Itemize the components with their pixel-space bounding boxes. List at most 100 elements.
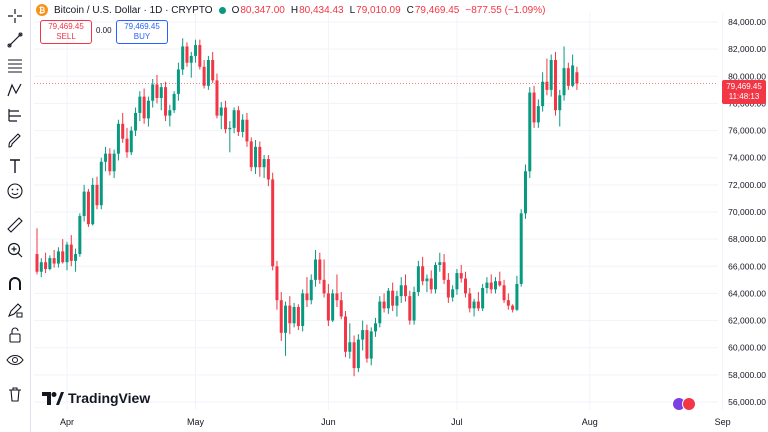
candle	[468, 288, 472, 313]
candle	[391, 282, 395, 312]
logo-text: TradingView	[68, 390, 151, 406]
lock-icon[interactable]	[3, 323, 27, 347]
candle-body	[455, 273, 459, 290]
close-label: C	[406, 4, 414, 16]
candle	[493, 277, 497, 294]
candle-body	[528, 92, 532, 172]
candle	[262, 155, 266, 179]
candle-body	[416, 266, 420, 293]
candle	[309, 274, 313, 305]
candle-body	[472, 301, 476, 309]
candle	[481, 283, 485, 312]
candle	[511, 304, 515, 313]
candle	[176, 62, 180, 101]
candle	[279, 292, 283, 341]
candle-body	[99, 161, 103, 206]
candle	[485, 277, 489, 294]
text-icon[interactable]	[3, 154, 27, 178]
candle-body	[159, 87, 163, 98]
candle	[489, 274, 493, 294]
candle-body	[266, 159, 270, 180]
crosshair-icon[interactable]	[3, 4, 27, 28]
emoji-icon[interactable]	[3, 179, 27, 203]
candle	[254, 140, 258, 174]
candle-body	[172, 93, 176, 111]
candle-body	[404, 285, 408, 297]
lock-drawing-icon[interactable]	[3, 298, 27, 322]
candle	[236, 106, 240, 136]
us-flag-icon[interactable]	[682, 397, 696, 411]
candle-body	[395, 296, 399, 306]
candle-body	[481, 288, 485, 309]
candle-body	[65, 244, 69, 263]
candle-body	[356, 339, 360, 369]
candle	[515, 275, 519, 312]
candle-body	[181, 46, 185, 70]
symbol-header: ₿ Bitcoin / U.S. Dollar · 1D · CRYPTO O8…	[36, 2, 545, 18]
candle	[116, 119, 120, 161]
candle	[164, 81, 168, 122]
candle-body	[56, 251, 60, 264]
candle-body	[515, 283, 519, 310]
candle	[258, 141, 262, 177]
y-tick-label: 66,000.00	[728, 261, 766, 271]
candle	[172, 91, 176, 113]
fib-icon[interactable]	[3, 53, 27, 77]
candle	[112, 149, 116, 179]
brush-icon[interactable]	[3, 129, 27, 153]
candle	[322, 259, 326, 298]
candle	[434, 262, 438, 294]
candle-body	[464, 278, 467, 294]
event-markers[interactable]	[672, 397, 696, 411]
spread-value: 0.00	[96, 26, 112, 35]
trash-icon[interactable]	[3, 382, 27, 406]
candle-body	[185, 46, 189, 63]
candle	[404, 274, 408, 302]
projection-icon[interactable]	[3, 103, 27, 127]
sell-button[interactable]: 79,469.45 SELL	[40, 20, 92, 44]
pattern-icon[interactable]	[3, 78, 27, 102]
candle	[416, 260, 420, 297]
candle-body	[305, 293, 309, 301]
candle-body	[245, 119, 249, 142]
bitcoin-icon: ₿	[36, 4, 48, 16]
eye-icon[interactable]	[3, 348, 27, 372]
trend-line-icon[interactable]	[3, 28, 27, 52]
zoom-in-icon[interactable]	[3, 238, 27, 262]
x-tick-label: Sep	[715, 417, 731, 427]
market-status-icon	[218, 6, 226, 14]
candle	[536, 99, 540, 128]
magnet-icon[interactable]	[3, 272, 27, 296]
candle-body	[44, 262, 48, 269]
candle	[129, 126, 133, 155]
x-tick-label: May	[187, 417, 205, 427]
candle-body	[446, 279, 450, 298]
candle	[519, 209, 523, 287]
candle	[541, 72, 545, 112]
candle-body	[459, 273, 463, 279]
tradingview-logo[interactable]: TradingView	[42, 390, 150, 406]
candle	[374, 317, 378, 337]
candle	[194, 39, 198, 63]
symbol-title[interactable]: Bitcoin / U.S. Dollar · 1D · CRYPTO	[54, 4, 213, 16]
candle	[142, 88, 146, 124]
candle-body	[151, 84, 155, 101]
candle	[305, 277, 309, 307]
candle-body	[545, 81, 549, 90]
candle	[61, 239, 65, 264]
candle	[314, 250, 318, 287]
candle-body	[112, 153, 116, 172]
candle	[65, 241, 69, 271]
candle-body	[536, 106, 540, 123]
buy-button[interactable]: 79,469.45 BUY	[116, 20, 168, 44]
candle-body	[558, 95, 562, 111]
candle-body	[361, 330, 365, 340]
candle	[219, 102, 223, 130]
candle	[421, 256, 425, 286]
candle	[146, 96, 150, 127]
ruler-icon[interactable]	[3, 213, 27, 237]
candle-body	[129, 130, 133, 153]
y-tick-label: 82,000.00	[728, 44, 766, 54]
candle-body	[164, 87, 168, 116]
